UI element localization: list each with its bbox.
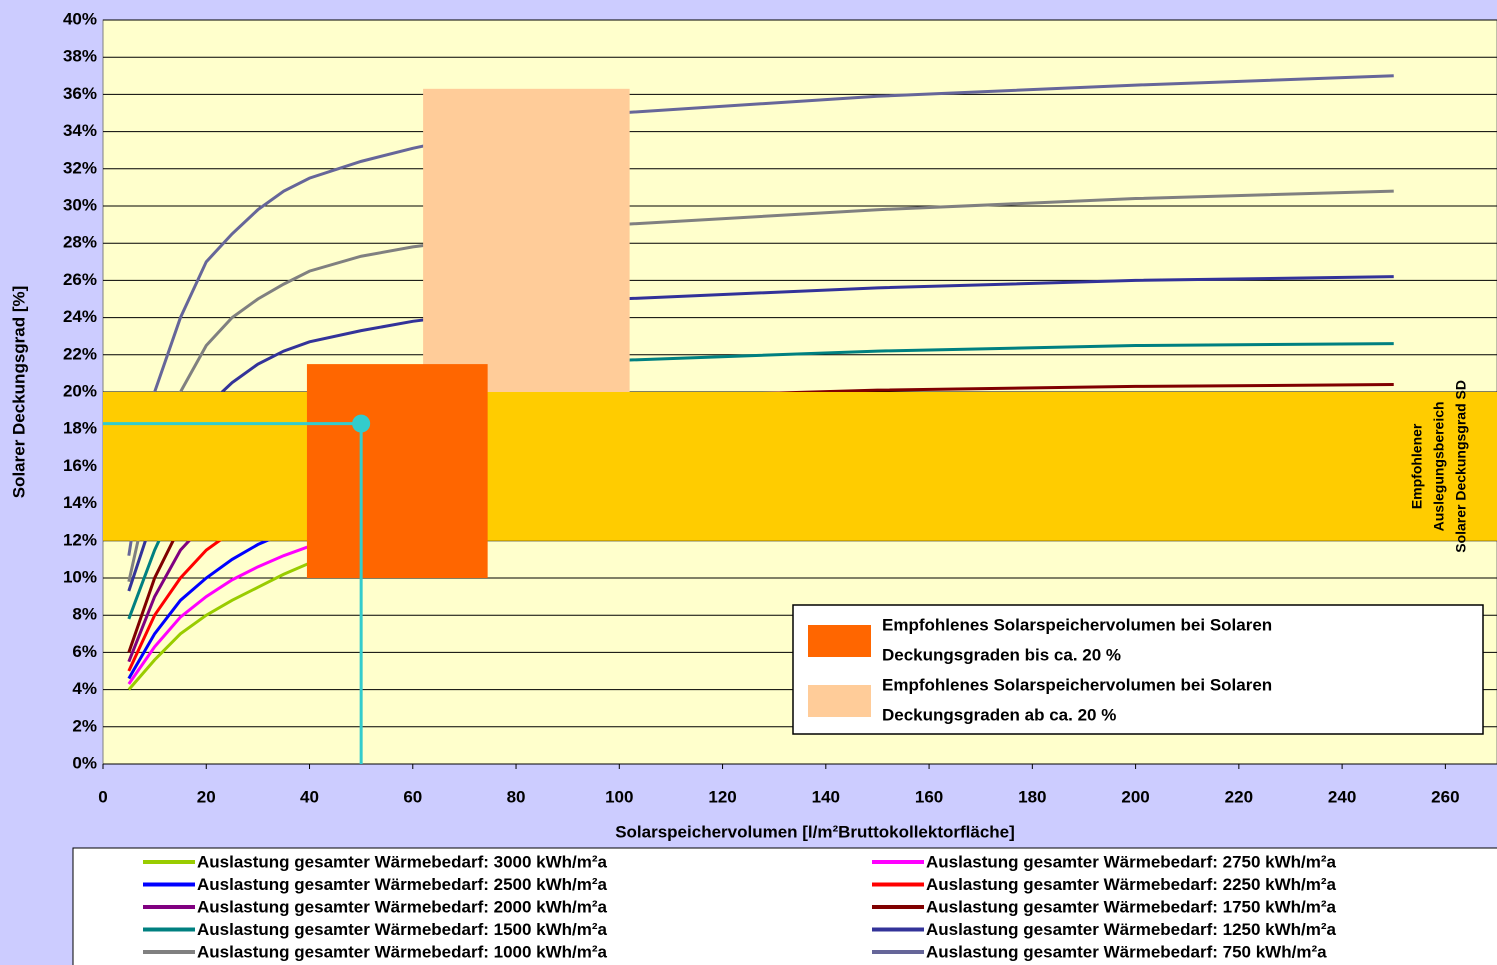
legend-label: Auslastung gesamter Wärmebedarf: 2250 kW… [926, 875, 1337, 894]
y-tick-label: 24% [63, 307, 97, 326]
y-tick-label: 18% [63, 419, 97, 438]
box-legend-swatch [808, 685, 871, 717]
y-tick-label: 10% [63, 567, 97, 586]
legend-label: Auslastung gesamter Wärmebedarf: 2000 kW… [197, 897, 608, 916]
y-tick-label: 34% [63, 121, 97, 140]
x-tick-label: 20 [197, 787, 216, 806]
y-tick-label: 38% [63, 47, 97, 66]
box-legend-text: Deckungsgraden bis ca. 20 % [882, 645, 1121, 664]
y-tick-label: 0% [72, 753, 97, 772]
y-tick-label: 26% [63, 270, 97, 289]
legend-label: Auslastung gesamter Wärmebedarf: 2750 kW… [926, 852, 1337, 871]
x-tick-label: 140 [812, 787, 840, 806]
legend-label: Auslastung gesamter Wärmebedarf: 1000 kW… [197, 942, 608, 961]
legend-label: Auslastung gesamter Wärmebedarf: 1750 kW… [926, 897, 1337, 916]
y-tick-label: 14% [63, 493, 97, 512]
region [306, 364, 488, 578]
y-tick-label: 4% [72, 679, 97, 698]
y-tick-label: 40% [63, 9, 97, 28]
band-label: Solarer Deckungsgrad SD [1453, 380, 1469, 553]
x-tick-label: 260 [1431, 787, 1459, 806]
x-tick-label: 220 [1225, 787, 1253, 806]
y-tick-label: 30% [63, 195, 97, 214]
x-tick-label: 120 [708, 787, 736, 806]
band-label: Empfohlener [1409, 423, 1425, 509]
region [423, 88, 630, 392]
band-label: Auslegungsbereich [1431, 401, 1447, 531]
y-tick-label: 8% [72, 605, 97, 624]
y-tick-label: 22% [63, 344, 97, 363]
y-tick-label: 20% [63, 381, 97, 400]
y-tick-label: 28% [63, 233, 97, 252]
x-tick-label: 100 [605, 787, 633, 806]
x-tick-label: 80 [507, 787, 526, 806]
marker-dot [352, 414, 371, 433]
y-tick-label: 12% [63, 530, 97, 549]
y-tick-label: 6% [72, 642, 97, 661]
box-legend-text: Empfohlenes Solarspeichervolumen bei Sol… [882, 615, 1272, 634]
x-tick-label: 160 [915, 787, 943, 806]
x-tick-label: 180 [1018, 787, 1046, 806]
legend-box [72, 847, 1497, 965]
x-tick-label: 200 [1121, 787, 1149, 806]
legend-label: Auslastung gesamter Wärmebedarf: 1250 kW… [926, 920, 1337, 939]
y-tick-label: 16% [63, 456, 97, 475]
y-tick-label: 2% [72, 716, 97, 735]
legend-label: Auslastung gesamter Wärmebedarf: 1500 kW… [197, 920, 608, 939]
x-tick-label: 60 [403, 787, 422, 806]
x-tick-label: 0 [98, 787, 107, 806]
x-tick-label: 240 [1328, 787, 1356, 806]
legend-label: Auslastung gesamter Wärmebedarf: 750 kWh… [926, 942, 1327, 961]
box-legend-text: Empfohlenes Solarspeichervolumen bei Sol… [882, 675, 1272, 694]
x-tick-label: 40 [300, 787, 319, 806]
y-tick-label: 32% [63, 158, 97, 177]
series-line [127, 189, 1394, 583]
box-legend-swatch [808, 625, 871, 657]
series-line [127, 74, 1394, 556]
box-legend-text: Deckungsgraden ab ca. 20 % [882, 705, 1116, 724]
legend-label: Auslastung gesamter Wärmebedarf: 2500 kW… [197, 875, 608, 894]
legend-label: Auslastung gesamter Wärmebedarf: 3000 kW… [197, 852, 608, 871]
x-axis-title: Solarspeichervolumen [l/m²Bruttokollekto… [615, 822, 1015, 841]
y-axis-title: Solarer Deckungsgrad [%] [9, 286, 28, 499]
box-legend [792, 604, 1484, 735]
y-tick-label: 36% [63, 84, 97, 103]
